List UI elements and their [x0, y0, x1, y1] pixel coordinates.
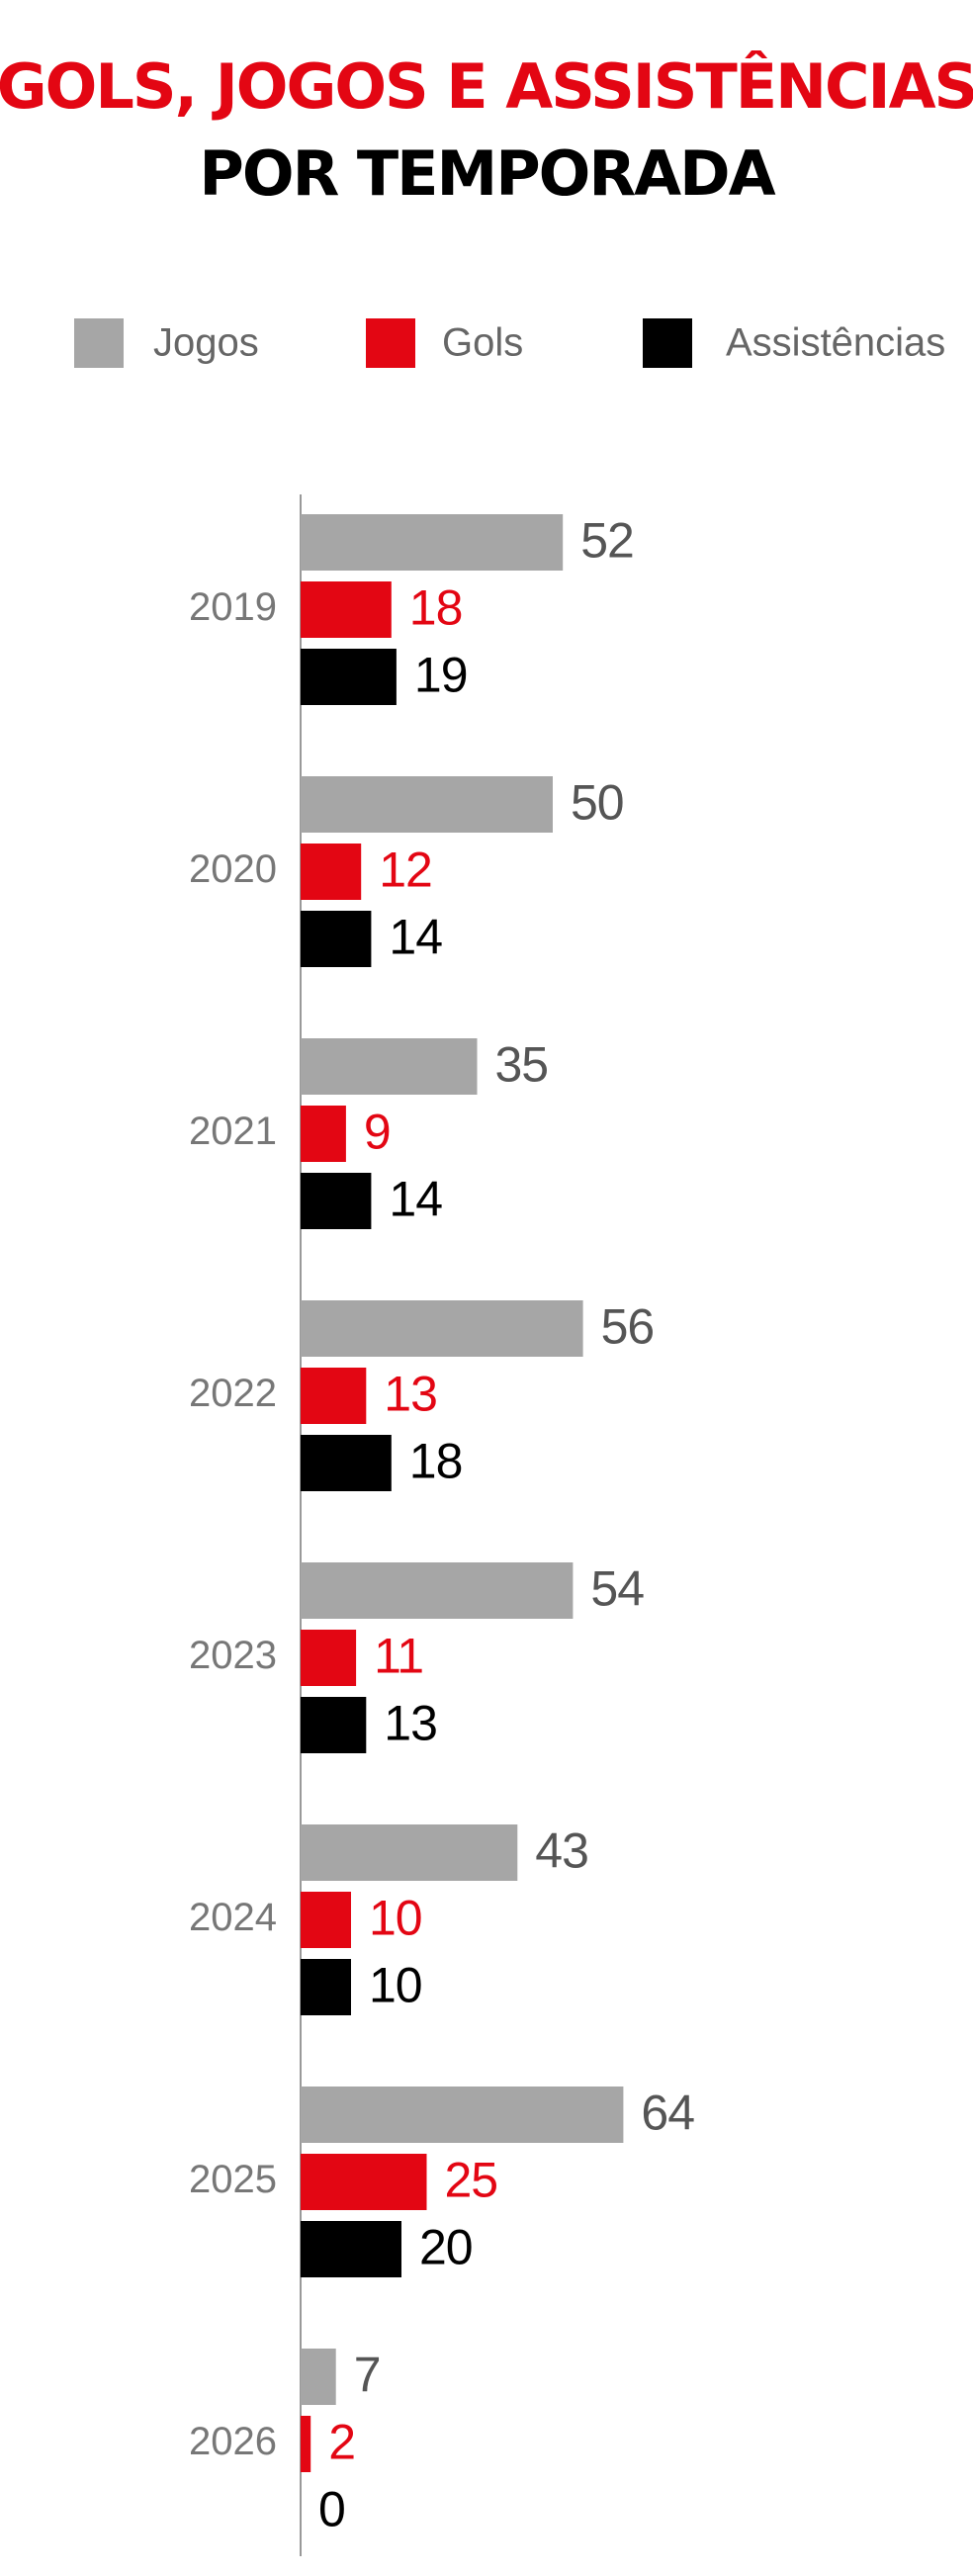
bar	[301, 1300, 583, 1357]
category-label: 2025	[189, 2158, 277, 2201]
bar	[301, 1824, 518, 1881]
bar	[301, 649, 397, 705]
value-label: 2	[328, 2415, 355, 2470]
legend-label: Gols	[442, 321, 523, 365]
value-label: 14	[389, 1172, 442, 1227]
bar	[301, 581, 392, 638]
bar	[301, 1562, 574, 1619]
category-label: 2020	[189, 847, 277, 891]
value-label: 7	[354, 2348, 381, 2403]
bar	[301, 1630, 357, 1686]
bar	[301, 2087, 624, 2143]
legend-swatch	[366, 318, 415, 368]
bar	[301, 1435, 392, 1491]
bar	[301, 2221, 401, 2277]
value-label: 52	[580, 513, 634, 569]
value-label: 43	[535, 1823, 588, 1879]
category-label: 2022	[189, 1372, 277, 1415]
bar	[301, 844, 362, 900]
value-label: 20	[419, 2220, 473, 2275]
bar	[301, 1892, 351, 1948]
bar	[301, 1173, 372, 1229]
bar	[301, 911, 372, 967]
value-label: 11	[374, 1629, 423, 1684]
value-label: 10	[369, 1958, 422, 2013]
chart-title: GOLS, JOGOS E ASSISTÊNCIAS	[0, 50, 973, 123]
bar	[301, 2349, 336, 2405]
value-label: 0	[318, 2482, 345, 2537]
bar	[301, 1038, 478, 1095]
chart-subtitle: POR TEMPORADA	[199, 137, 775, 210]
legend-swatch	[643, 318, 692, 368]
category-label: 2021	[189, 1110, 277, 1153]
legend-swatch	[74, 318, 124, 368]
bar	[301, 776, 553, 833]
category-label: 2023	[189, 1634, 277, 1677]
value-label: 10	[369, 1891, 422, 1946]
category-label: 2026	[189, 2420, 277, 2463]
value-label: 12	[379, 843, 432, 898]
category-label: 2019	[189, 585, 277, 629]
bar	[301, 514, 564, 571]
value-label: 18	[409, 580, 463, 636]
value-label: 25	[445, 2153, 498, 2208]
value-label: 64	[641, 2086, 694, 2141]
legend-label: Assistências	[726, 321, 945, 365]
bar	[301, 2154, 427, 2210]
bar	[301, 1697, 367, 1753]
value-label: 50	[571, 775, 624, 831]
value-label: 19	[414, 648, 468, 703]
value-label: 18	[409, 1434, 463, 1489]
value-label: 54	[590, 1561, 644, 1617]
value-label: 56	[601, 1299, 655, 1355]
bar	[301, 1959, 351, 2015]
bar	[301, 1106, 346, 1162]
bar	[301, 1368, 367, 1424]
value-label: 13	[384, 1367, 437, 1422]
value-label: 14	[389, 910, 442, 965]
category-label: 2024	[189, 1896, 277, 1939]
value-label: 13	[384, 1696, 437, 1751]
bar	[301, 2416, 311, 2472]
legend-label: Jogos	[153, 321, 259, 365]
value-label: 9	[364, 1105, 391, 1160]
value-label: 35	[495, 1037, 549, 1093]
